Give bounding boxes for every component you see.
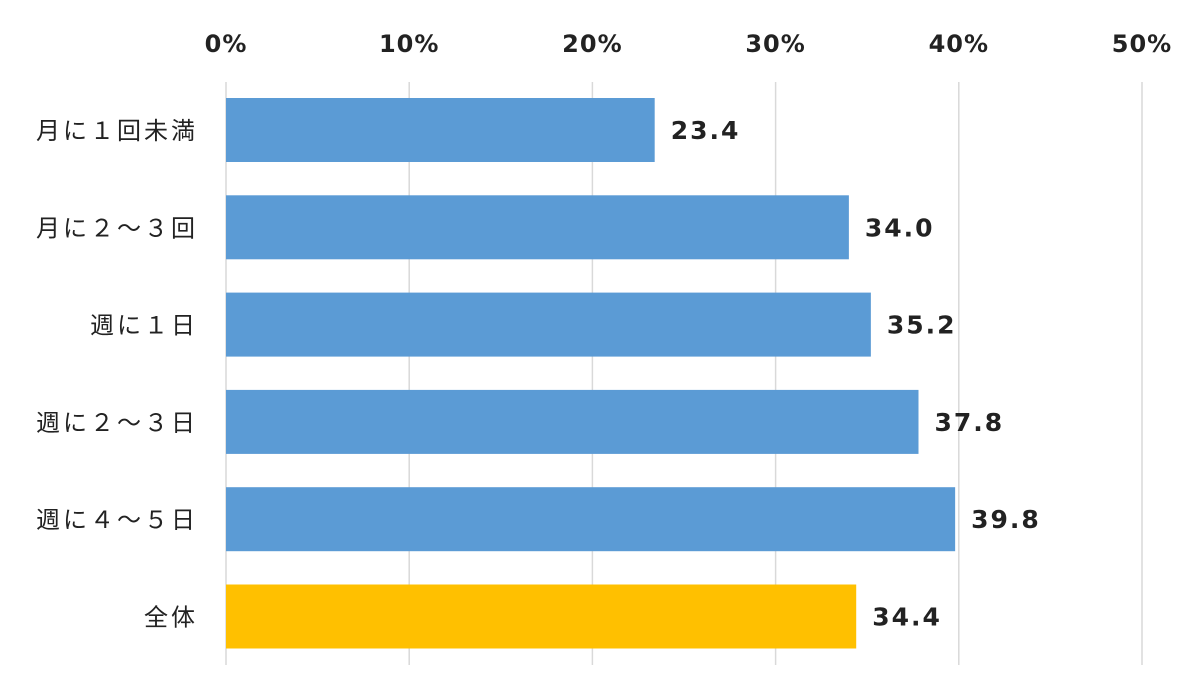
bar-overall: [226, 584, 857, 649]
category-label: 週に４～５日: [36, 506, 198, 534]
bar: [226, 292, 871, 357]
category-label: 月に２～３回: [36, 214, 198, 242]
data-label: 23.4: [671, 116, 741, 145]
category-label: 月に１回未満: [36, 117, 198, 145]
data-label: 35.2: [887, 311, 957, 340]
x-axis-ticks: 0% 10% 20% 30% 40% 50%: [205, 30, 1172, 58]
category-label: 週に１日: [90, 312, 198, 340]
data-label: 39.8: [971, 505, 1041, 534]
data-labels: 23.4 34.0 35.2 37.8 39.8 34.4: [671, 116, 1041, 632]
bar: [226, 98, 655, 162]
category-label: 週に２～３日: [36, 409, 198, 437]
x-tick-label: 50%: [1112, 30, 1172, 58]
category-label: 全体: [144, 604, 198, 632]
data-label: 34.4: [872, 603, 942, 632]
data-label: 34.0: [865, 213, 935, 242]
x-tick-label: 0%: [205, 30, 248, 58]
x-tick-label: 30%: [745, 30, 805, 58]
x-tick-label: 10%: [379, 30, 439, 58]
bar: [226, 389, 919, 454]
bars: [226, 98, 956, 649]
x-tick-label: 40%: [929, 30, 989, 58]
x-tick-label: 20%: [562, 30, 622, 58]
gridlines: [225, 82, 1143, 665]
bar: [226, 487, 956, 552]
data-label: 37.8: [934, 408, 1004, 437]
bar: [226, 195, 849, 260]
